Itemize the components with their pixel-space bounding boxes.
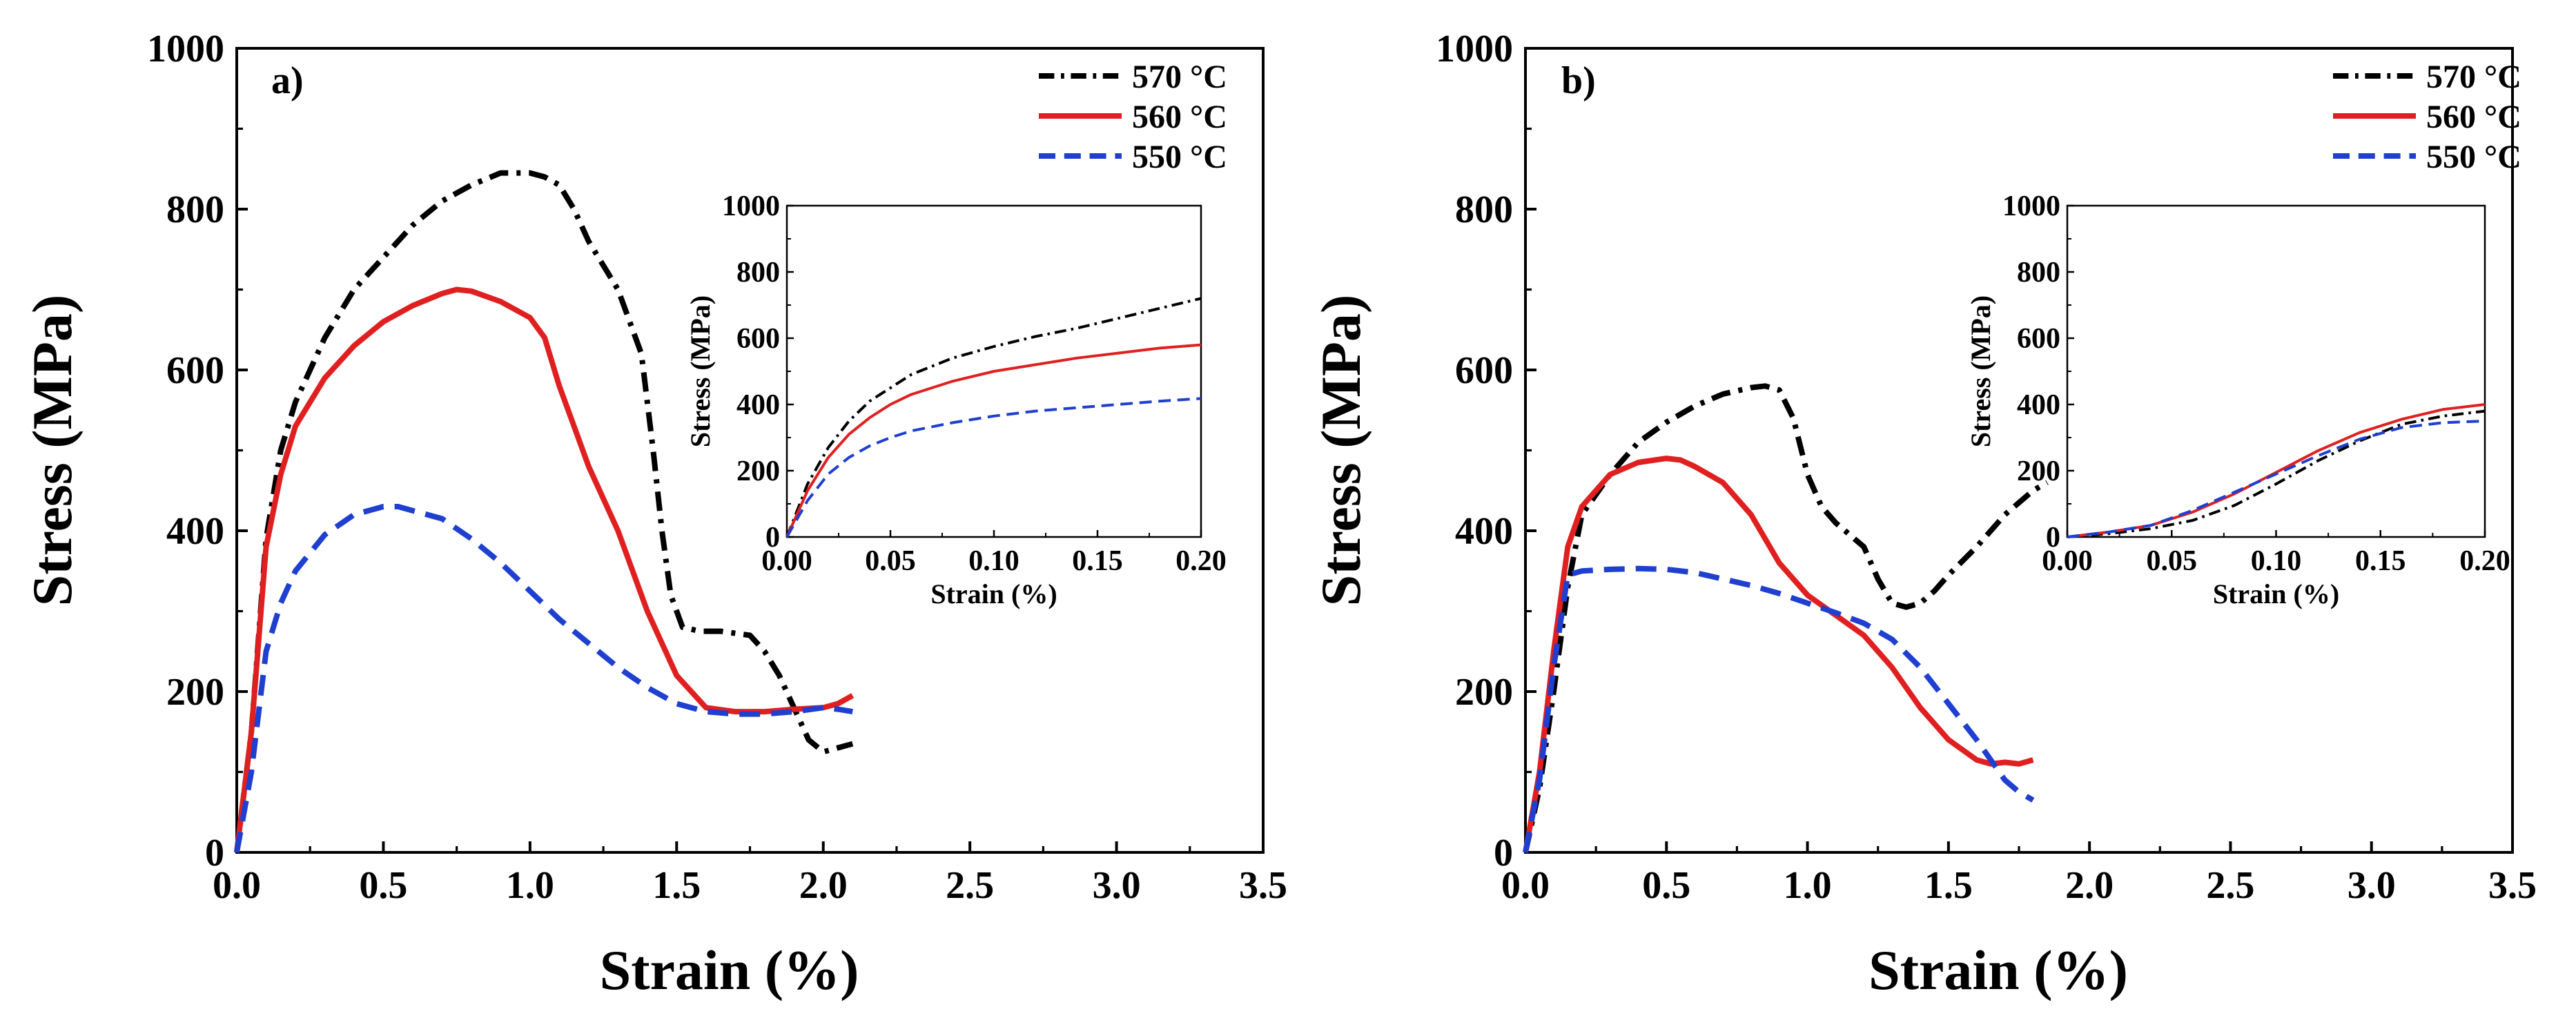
panel-b-main-x-tick-label: 3.0 <box>2348 864 2396 907</box>
panel-a-main-y-tick-label: 1000 <box>147 28 224 70</box>
panel-b-inset-x-axis-label: Strain (%) <box>2213 578 2339 609</box>
panel-b-main-series-0-line <box>1523 383 2049 853</box>
panel-a-main-x-tick-label: 0.0 <box>213 864 261 907</box>
panel-b-main-y-tick-label: 600 <box>1455 349 1513 392</box>
panel-b-main-x-tick-label: 0.5 <box>1642 864 1690 907</box>
panel-a-main-x-tick-label: 3.5 <box>1239 864 1287 907</box>
panel-b-main-frame <box>1524 47 2514 854</box>
panel-b-inset-series-2-line <box>2067 420 2486 538</box>
panel-a-main-y-tick-label: 200 <box>166 671 224 714</box>
panel-a-inset-x-tick-label: 0.05 <box>865 545 916 577</box>
panel-b-main-axes: 0.0 0.5 1.0 1.5 2.0 2.5 3.0 3.5 0 200 400 600 800 100… <box>1309 28 2537 1001</box>
panel-a-main-frame <box>235 47 1265 854</box>
panel-a-main-x-tick-label: 1.5 <box>652 864 701 907</box>
panel-a-main-series-2-line <box>234 504 853 853</box>
panel-b-inset: 0.00 0.05 0.10 0.15 0.20 0 200 400 600 800 1000 Str… <box>1965 190 2510 609</box>
panel-b-main-series-1-line <box>1523 456 2034 853</box>
panel-a-main-series-0-line <box>234 170 854 853</box>
panel-a: 0.0 0.5 1.0 1.5 2.0 2.5 3.0 3.5 0 200 400 600 800 100… <box>21 28 1287 1001</box>
panel-b-legend-label-1: 560 °C <box>2426 99 2521 135</box>
panel-b-main-x-tick-label: 1.0 <box>1784 864 1832 907</box>
panel-a-inset-y-tick-label: 200 <box>736 456 780 487</box>
panel-b-inset-y-tick-label: 600 <box>2017 323 2060 355</box>
panel-a-main-axes: 0.0 0.5 1.0 1.5 2.0 2.5 3.0 3.5 0 200 400 600 800 100… <box>21 28 1287 1001</box>
panel-b-inset-frame <box>2066 204 2486 538</box>
panel-b-main-x-tick-label: 2.0 <box>2065 864 2114 907</box>
panel-a-main-x-tick-label: 3.0 <box>1093 864 1141 907</box>
panel-a-letter: a) <box>271 59 304 102</box>
panel-b-main-x-tick-label: 3.5 <box>2488 864 2537 907</box>
panel-a-main-y-tick-label: 800 <box>166 188 224 231</box>
panel-b-main-x-axis-label: Strain (%) <box>1868 939 2128 1001</box>
panel-a-main-series-1-line <box>234 286 855 853</box>
panel-a-inset-axes: 0.00 0.05 0.10 0.15 0.20 0 200 400 600 800 1000 Str… <box>685 190 1227 609</box>
panel-a-inset-series-0-line <box>786 297 1202 538</box>
panel-b-inset-y-tick-label: 400 <box>2017 389 2060 421</box>
panel-b-inset-y-tick-label: 200 <box>2017 456 2060 487</box>
panel-b-inset-x-tick-label: 0.20 <box>2459 545 2510 577</box>
panel-a-main-y-tick-label: 0 <box>205 832 224 874</box>
panel-a-main-x-tick-label: 1.0 <box>506 864 554 907</box>
panel-a-inset: 0.00 0.05 0.10 0.15 0.20 0 200 400 600 800 1000 Str… <box>685 190 1227 609</box>
panel-b-inset-axes: 0.00 0.05 0.10 0.15 0.20 0 200 400 600 800 1000 Str… <box>1965 190 2510 609</box>
panel-a-inset-y-axis-label: Stress (MPa) <box>685 295 716 447</box>
panel-b-main-y-tick-label: 0 <box>1494 832 1513 874</box>
panel-b-main-x-tick-label: 0.0 <box>1501 864 1550 907</box>
panel-a-inset-x-tick-label: 0.15 <box>1072 545 1123 577</box>
panel-a-inset-y-tick-label: 0 <box>765 522 780 554</box>
panel-b-inset-x-tick-label: 0.00 <box>2042 545 2093 577</box>
panel-a-inset-series-2-line <box>786 397 1202 538</box>
panel-b-inset-y-tick-label: 800 <box>2017 257 2060 288</box>
panel-b-main-x-tick-label: 2.5 <box>2206 864 2254 907</box>
panel-b-main-series-2-line <box>1523 565 2035 853</box>
panel-b-legend-label-0: 570 °C <box>2426 59 2521 95</box>
panel-b: 0.0 0.5 1.0 1.5 2.0 2.5 3.0 3.5 0 200 400 600 800 100… <box>1309 28 2537 1001</box>
panel-a-legend: 570 °C 560 °C 550 °C <box>1039 59 1227 175</box>
panel-a-inset-x-tick-label: 0.00 <box>761 545 812 577</box>
panel-b-main-x-tick-label: 1.5 <box>1924 864 1973 907</box>
panel-a-main-x-axis-label: Strain (%) <box>600 939 859 1001</box>
panel-b-main-y-axis-label: Stress (MPa) <box>1309 295 1372 607</box>
panel-a-inset-y-tick-label: 400 <box>736 389 780 421</box>
panel-a-legend-label-0: 570 °C <box>1132 59 1227 95</box>
panel-a-legend-label-2: 550 °C <box>1132 139 1227 175</box>
panel-a-inset-x-tick-label: 0.10 <box>968 545 1019 577</box>
panel-b-legend: 570 °C 560 °C 550 °C <box>2333 59 2521 175</box>
panel-a-inset-series-1-line <box>786 343 1202 538</box>
panel-b-inset-y-tick-label: 0 <box>2046 522 2060 554</box>
panel-b-main-y-tick-label: 1000 <box>1436 28 1513 70</box>
panel-b-legend-label-2: 550 °C <box>2426 139 2521 175</box>
panel-b-inset-x-tick-label: 0.10 <box>2251 545 2302 577</box>
panel-a-inset-y-tick-label: 1000 <box>722 190 780 222</box>
panel-a-main-x-tick-label: 0.5 <box>359 864 407 907</box>
panel-b-inset-x-tick-label: 0.05 <box>2147 545 2198 577</box>
panel-a-inset-x-tick-label: 0.20 <box>1175 545 1227 577</box>
panel-a-inset-x-axis-label: Strain (%) <box>930 578 1057 609</box>
panel-b-inset-series-0-line <box>2067 409 2486 538</box>
panel-b-main-y-tick-label: 400 <box>1455 510 1513 553</box>
panel-a-inset-y-tick-label: 600 <box>736 323 780 355</box>
panel-a-main-y-tick-label: 400 <box>166 510 224 553</box>
panel-a-main-y-axis-label: Stress (MPa) <box>21 295 84 607</box>
panel-b-main-y-tick-label: 200 <box>1455 671 1513 714</box>
panel-b-inset-x-tick-label: 0.15 <box>2355 545 2406 577</box>
panel-a-legend-label-1: 560 °C <box>1132 99 1227 135</box>
panel-a-inset-y-tick-label: 800 <box>736 257 780 288</box>
panel-a-main-x-tick-label: 2.5 <box>946 864 994 907</box>
panel-b-inset-y-tick-label: 1000 <box>2002 190 2060 222</box>
panel-a-main-y-tick-label: 600 <box>166 349 224 392</box>
panel-b-letter: b) <box>1561 59 1596 102</box>
panel-b-main-y-tick-label: 800 <box>1455 188 1513 231</box>
panel-b-inset-series-1-line <box>2067 403 2486 538</box>
panel-b-inset-y-axis-label: Stress (MPa) <box>1965 295 1996 447</box>
panel-a-main-x-tick-label: 2.0 <box>799 864 848 907</box>
